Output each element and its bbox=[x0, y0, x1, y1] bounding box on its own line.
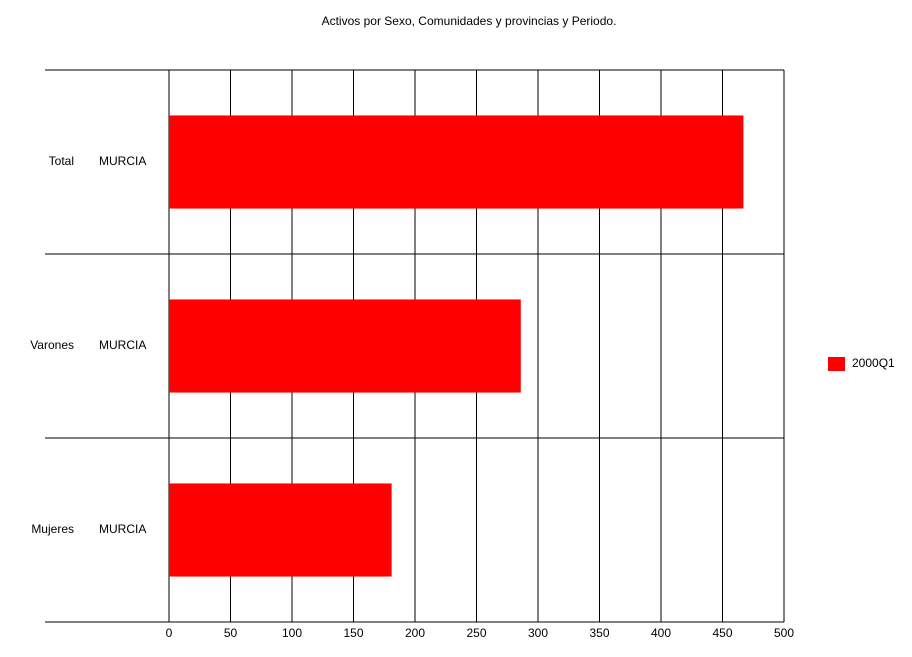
x-tick-label: 500 bbox=[774, 626, 794, 640]
x-tick-label: 400 bbox=[651, 626, 671, 640]
x-tick-label: 350 bbox=[589, 626, 609, 640]
category-label: Mujeres bbox=[31, 522, 74, 536]
x-tick-label: 300 bbox=[528, 626, 548, 640]
x-tick-label: 450 bbox=[712, 626, 732, 640]
subcategory-label: MURCIA bbox=[99, 338, 146, 352]
subcategory-label: MURCIA bbox=[99, 154, 146, 168]
subcategory-label: MURCIA bbox=[99, 522, 146, 536]
x-tick-label: 150 bbox=[343, 626, 363, 640]
x-tick-label: 100 bbox=[282, 626, 302, 640]
legend-label: 2000Q1 bbox=[852, 356, 895, 370]
category-label: Total bbox=[49, 154, 74, 168]
x-tick-label: 250 bbox=[466, 626, 486, 640]
bar bbox=[169, 115, 744, 209]
x-tick-label: 50 bbox=[224, 626, 238, 640]
legend-swatch bbox=[828, 357, 845, 371]
category-label: Varones bbox=[30, 338, 74, 352]
x-tick-label: 200 bbox=[405, 626, 425, 640]
x-tick-label: 0 bbox=[166, 626, 173, 640]
chart-title: Activos por Sexo, Comunidades y provinci… bbox=[322, 14, 617, 28]
bar bbox=[169, 483, 392, 577]
bar bbox=[169, 299, 521, 393]
